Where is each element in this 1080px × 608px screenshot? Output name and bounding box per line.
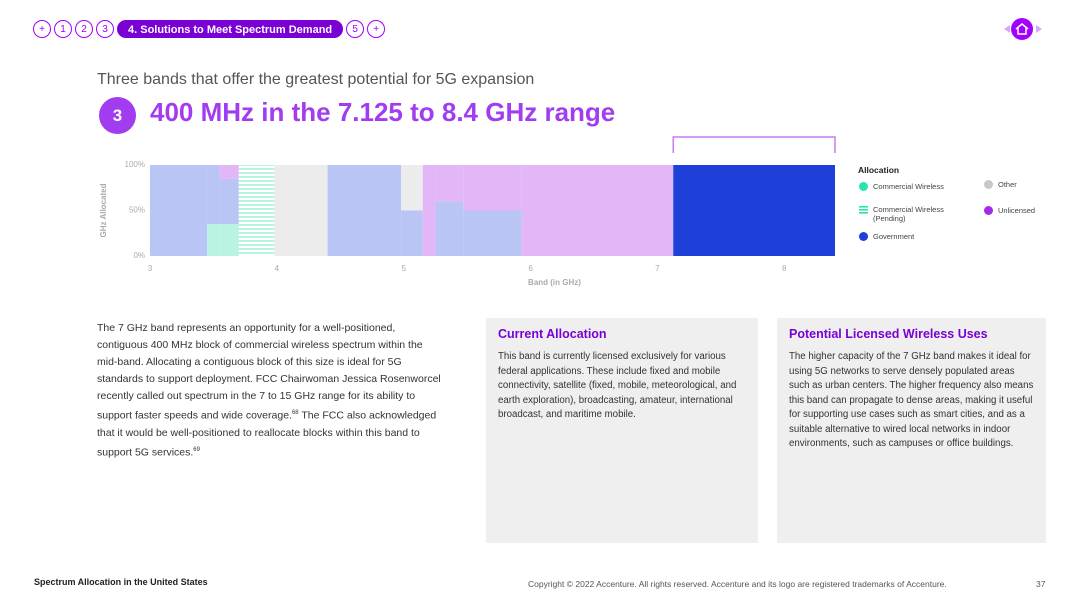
- legend-marker: [984, 206, 993, 215]
- bar-segment: [207, 165, 220, 225]
- nav-item[interactable]: 4. Solutions to Meet Spectrum Demand: [117, 20, 344, 38]
- legend-marker: [859, 232, 868, 241]
- footer-title: Spectrum Allocation in the United States: [34, 577, 208, 587]
- kicker: Three bands that offer the greatest pote…: [97, 71, 535, 88]
- nav-item[interactable]: 1: [54, 20, 72, 38]
- box-text: The higher capacity of the 7 GHz band ma…: [789, 351, 1034, 449]
- legend-dot: [984, 180, 993, 189]
- bar-segment: [422, 165, 436, 256]
- bar-segment: [274, 165, 328, 256]
- page-number: 37: [1036, 579, 1046, 589]
- legend-stripe: [859, 212, 868, 214]
- bar-segment: [463, 165, 522, 211]
- y-tick-label: 50%: [129, 206, 145, 215]
- legend-label: Other: [998, 180, 1017, 189]
- bar-segment: [435, 201, 464, 256]
- bar-segment: [327, 165, 402, 256]
- next-arrow[interactable]: [1036, 25, 1042, 33]
- x-tick-label: 3: [148, 264, 153, 273]
- bar-segment: [238, 165, 275, 256]
- info-box: Current Allocation This band is currentl…: [486, 318, 758, 543]
- x-tick-label: 8: [782, 264, 787, 273]
- bar-segment: [401, 165, 423, 211]
- x-tick-label: 6: [528, 264, 533, 273]
- legend-dot: [859, 232, 868, 241]
- legend-stripe: [859, 209, 868, 211]
- box-title: Current Allocation: [498, 327, 607, 341]
- text: The 7 GHz band represents an opportunity…: [97, 322, 441, 422]
- home-button[interactable]: [1011, 18, 1033, 40]
- section-nav: +1 2 3 4. Solutions to Meet Spectrum Demand…: [33, 20, 386, 38]
- legend-label: Government: [873, 232, 915, 241]
- bar-segment: [435, 165, 464, 202]
- footnote-ref: 68: [291, 410, 299, 416]
- legend-label: Commercial Wireless: [873, 182, 944, 191]
- nav-item[interactable]: 3: [96, 20, 114, 38]
- home-nav[interactable]: [996, 16, 1050, 42]
- bar-segment: [673, 165, 835, 256]
- highlight-bracket: [672, 136, 836, 153]
- box-title: Potential Licensed Wireless Uses: [789, 327, 988, 341]
- text: The FCC also acknowledged that it would …: [97, 409, 437, 459]
- legend-label: Commercial Wireless (Pending): [873, 205, 944, 223]
- legend-dot: [859, 182, 868, 191]
- x-tick-label: 5: [401, 264, 406, 273]
- legend-marker: [859, 182, 868, 191]
- legend-marker: [984, 180, 993, 189]
- y-tick-label: 100%: [125, 160, 145, 169]
- bar-segment: [401, 210, 423, 256]
- bar-segment: [463, 210, 522, 256]
- section-number: 3: [99, 97, 136, 134]
- legend-title: Allocation: [858, 165, 900, 175]
- bar-segment: [219, 178, 239, 225]
- chart: 0% 50% 100% 3 4 5 6 7 8 GHz Allocated Band (in GHz…: [99, 136, 836, 287]
- nav-item[interactable]: +: [33, 20, 51, 38]
- y-tick-label: 0%: [133, 251, 145, 260]
- nav-item[interactable]: 2: [75, 20, 93, 38]
- legend-dot: [984, 206, 993, 215]
- bar-segment: [219, 165, 239, 179]
- bar-segment: [521, 165, 674, 256]
- footnote-ref: 69: [193, 446, 200, 453]
- copyright: Copyright © 2022 Accenture. All rights r…: [528, 579, 947, 589]
- x-tick-label: 7: [655, 264, 660, 273]
- x-tick-label: 4: [275, 264, 280, 273]
- nav-item[interactable]: 5: [346, 20, 365, 38]
- legend-label: Unlicensed: [998, 206, 1036, 215]
- prev-arrow[interactable]: [1004, 25, 1010, 33]
- bar-segment: [207, 224, 220, 256]
- bar-segment: [150, 165, 208, 256]
- nav-item[interactable]: +: [367, 20, 386, 38]
- info-box: Potential Licensed Wireless Uses The hig…: [777, 318, 1046, 543]
- x-axis-label: Band (in GHz): [528, 278, 581, 287]
- body-text: The 7 GHz band represents an opportunity…: [97, 320, 442, 461]
- legend-marker: [859, 206, 868, 214]
- bar-segment: [219, 224, 239, 256]
- legend-stripe: [859, 206, 868, 208]
- y-axis-label: GHz Allocated: [99, 183, 108, 237]
- box-text: This band is currently licensed exclusiv…: [498, 351, 737, 420]
- headline: 400 MHz in the 7.125 to 8.4 GHz range: [150, 97, 616, 127]
- home-icon: [1015, 23, 1029, 35]
